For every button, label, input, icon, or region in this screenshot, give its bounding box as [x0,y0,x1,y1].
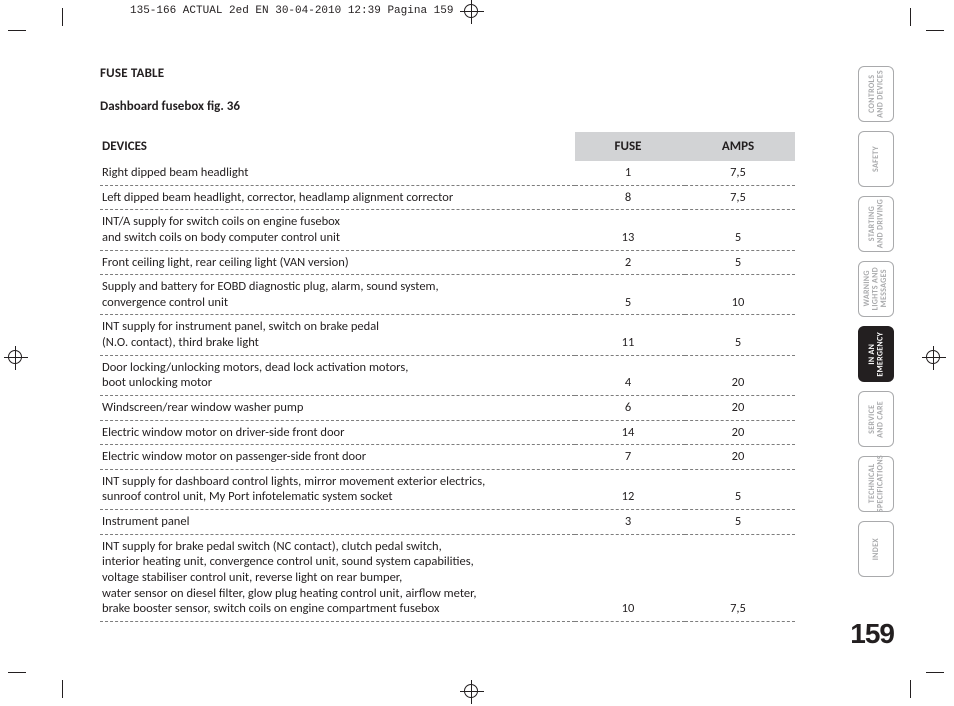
table-row: Front ceiling light, rear ceiling light … [100,250,795,275]
device-cell: Door locking/unlocking motors, dead lock… [100,355,575,395]
amps-cell: 20 [685,395,795,420]
side-tab[interactable]: CONTROLS AND DEVICES [858,66,894,122]
fuse-cell: 14 [575,420,685,445]
amps-cell: 7,5 [685,185,795,210]
registration-mark [8,350,22,364]
side-tab-label: SAFETY [872,146,880,172]
device-cell: INT supply for instrument panel, switch … [100,315,575,355]
column-header-devices: DEVICES [100,132,575,161]
side-tab[interactable]: SERVICE AND CARE [858,391,894,447]
device-cell: Supply and battery for EOBD diagnostic p… [100,275,575,315]
amps-cell: 10 [685,275,795,315]
amps-cell: 7,5 [685,161,795,185]
fuse-cell: 2 [575,250,685,275]
amps-cell: 5 [685,210,795,250]
crop-tick [8,672,26,673]
fuse-cell: 4 [575,355,685,395]
device-cell: Electric window motor on passenger-side … [100,445,575,470]
fuse-cell: 5 [575,275,685,315]
device-cell: INT/A supply for switch coils on engine … [100,210,575,250]
crop-tick [62,8,63,26]
device-cell: Front ceiling light, rear ceiling light … [100,250,575,275]
fuse-cell: 11 [575,315,685,355]
table-row: INT supply for brake pedal switch (NC co… [100,534,795,621]
device-cell: Windscreen/rear window washer pump [100,395,575,420]
side-tab-label: INDEX [872,538,880,560]
fuse-table: DEVICES FUSE AMPS Right dipped beam head… [100,132,795,622]
side-tab[interactable]: WARNING LIGHTS AND MESSAGES [858,261,894,317]
device-cell: INT supply for dashboard control lights,… [100,469,575,509]
side-tab[interactable]: TECHNICAL SPECIFICATIONS [858,456,894,512]
fuse-cell: 8 [575,185,685,210]
side-tab-label: STARTING AND DRIVING [868,199,885,248]
print-header: 135-166 ACTUAL 2ed EN 30-04-2010 12:39 P… [130,5,453,17]
side-tab[interactable]: STARTING AND DRIVING [858,196,894,252]
fuse-cell: 12 [575,469,685,509]
amps-cell: 7,5 [685,534,795,621]
side-tab-label: TECHNICAL SPECIFICATIONS [868,455,885,512]
device-cell: Electric window motor on driver-side fro… [100,420,575,445]
amps-cell: 5 [685,510,795,535]
section-title: FUSE TABLE [100,66,900,81]
registration-mark [464,4,478,18]
side-tab-label: CONTROLS AND DEVICES [868,70,885,118]
side-tab-label: IN AN EMERGENCY [868,332,885,377]
amps-cell: 5 [685,469,795,509]
device-cell: Instrument panel [100,510,575,535]
table-row: Right dipped beam headlight17,5 [100,161,795,185]
table-row: Electric window motor on passenger-side … [100,445,795,470]
table-row: Door locking/unlocking motors, dead lock… [100,355,795,395]
amps-cell: 5 [685,315,795,355]
fuse-cell: 7 [575,445,685,470]
column-header-amps: AMPS [685,132,795,161]
registration-mark [464,684,478,698]
side-tab-label: SERVICE AND CARE [868,401,885,438]
fuse-cell: 10 [575,534,685,621]
table-row: INT/A supply for switch coils on engine … [100,210,795,250]
device-cell: Left dipped beam headlight, corrector, h… [100,185,575,210]
crop-tick [62,680,63,698]
crop-tick [926,30,944,31]
side-tab[interactable]: SAFETY [858,131,894,187]
registration-mark [926,350,940,364]
crop-tick [910,8,911,26]
table-row: Supply and battery for EOBD diagnostic p… [100,275,795,315]
fuse-cell: 6 [575,395,685,420]
column-header-fuse: FUSE [575,132,685,161]
section-subtitle: Dashboard fusebox fig. 36 [100,99,900,114]
table-row: INT supply for dashboard control lights,… [100,469,795,509]
fuse-cell: 1 [575,161,685,185]
table-row: Electric window motor on driver-side fro… [100,420,795,445]
side-tab[interactable]: INDEX [858,521,894,577]
crop-tick [8,30,26,31]
table-row: Windscreen/rear window washer pump620 [100,395,795,420]
page-number: 159 [850,618,894,650]
amps-cell: 5 [685,250,795,275]
crop-tick [910,680,911,698]
device-cell: Right dipped beam headlight [100,161,575,185]
table-row: Instrument panel35 [100,510,795,535]
side-tabs: CONTROLS AND DEVICES SAFETY STARTING AND D… [858,66,894,577]
fuse-cell: 13 [575,210,685,250]
device-cell: INT supply for brake pedal switch (NC co… [100,534,575,621]
amps-cell: 20 [685,420,795,445]
table-row: Left dipped beam headlight, corrector, h… [100,185,795,210]
amps-cell: 20 [685,445,795,470]
side-tab-label: WARNING LIGHTS AND MESSAGES [863,267,888,310]
side-tab[interactable]: IN AN EMERGENCY [858,326,894,382]
fuse-cell: 3 [575,510,685,535]
crop-tick [926,672,944,673]
table-row: INT supply for instrument panel, switch … [100,315,795,355]
page-content: FUSE TABLE Dashboard fusebox fig. 36 DEV… [100,66,900,622]
amps-cell: 20 [685,355,795,395]
